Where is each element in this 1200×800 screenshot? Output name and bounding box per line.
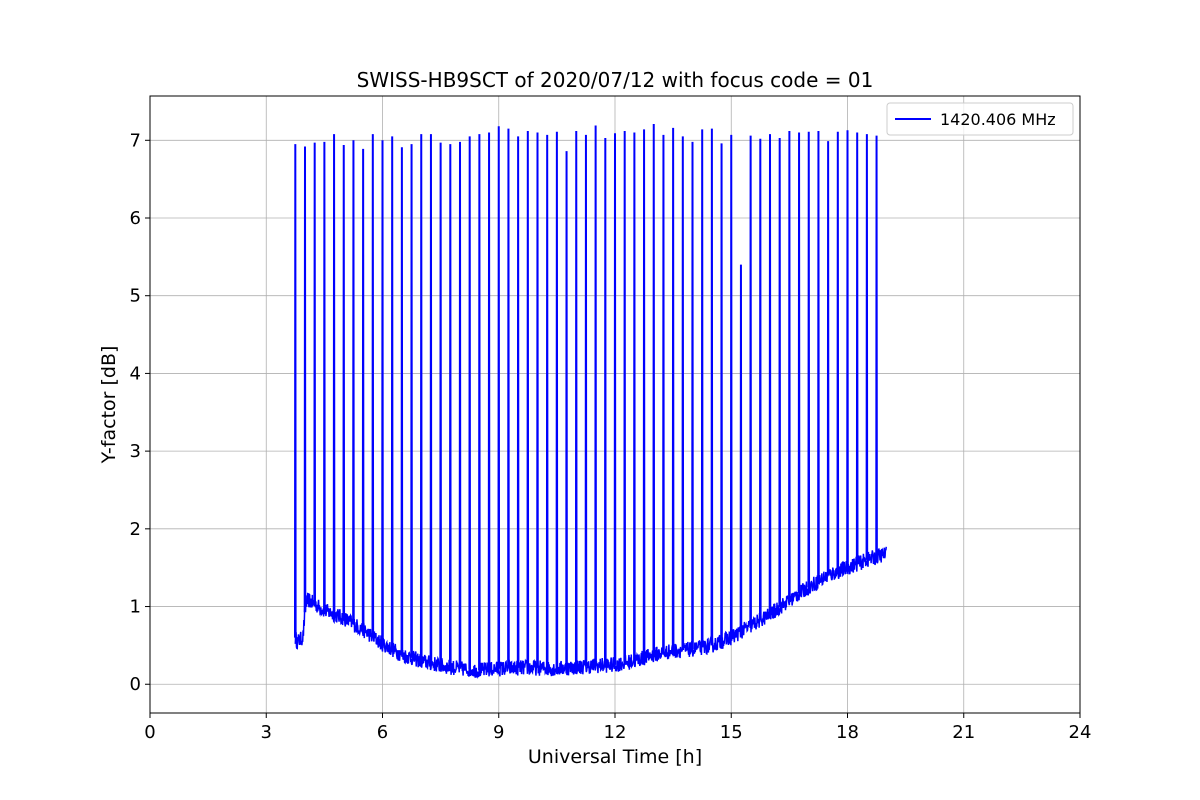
series-spike bbox=[439, 142, 442, 666]
y-tick-label: 5 bbox=[130, 286, 141, 307]
y-tick-label: 1 bbox=[130, 597, 141, 618]
legend-box bbox=[886, 102, 1074, 136]
series-spike bbox=[390, 136, 394, 650]
series-spike bbox=[468, 136, 471, 670]
series-spike bbox=[342, 144, 346, 619]
series-spike bbox=[739, 264, 743, 632]
series-spike bbox=[681, 136, 685, 651]
x-tick-label: 3 bbox=[261, 722, 272, 743]
series-spike bbox=[759, 138, 762, 621]
series-spike bbox=[671, 127, 675, 651]
series-spike bbox=[497, 126, 501, 669]
y-tick-label: 3 bbox=[130, 441, 141, 462]
series-spike bbox=[361, 148, 365, 630]
series-spike bbox=[458, 141, 462, 669]
series-spike bbox=[313, 142, 316, 605]
x-tick-label: 24 bbox=[1069, 722, 1092, 743]
x-tick-label: 18 bbox=[836, 722, 859, 743]
series-spike bbox=[536, 132, 539, 668]
series-spike bbox=[352, 140, 355, 625]
y-axis-label: Y-factor [dB] bbox=[98, 346, 120, 465]
series-spike bbox=[749, 135, 752, 626]
series-spike bbox=[662, 134, 665, 653]
series-spike bbox=[623, 130, 626, 663]
series-spike bbox=[768, 134, 772, 615]
series-spike bbox=[604, 137, 607, 666]
series-baseline-line bbox=[294, 546, 887, 679]
series-spike bbox=[332, 134, 336, 615]
series-spike bbox=[836, 131, 840, 572]
series-spike bbox=[400, 147, 404, 655]
series-spike bbox=[507, 128, 510, 669]
x-axis-label: Universal Time [h] bbox=[528, 746, 702, 768]
series-spike bbox=[574, 130, 578, 668]
series-spike bbox=[516, 136, 520, 668]
series-spike bbox=[303, 146, 307, 613]
series-spike bbox=[323, 141, 326, 611]
series-spike bbox=[449, 144, 452, 668]
x-tick-label: 12 bbox=[604, 722, 627, 743]
series-spike bbox=[691, 141, 694, 650]
series-spike bbox=[875, 135, 878, 557]
series-spike bbox=[720, 143, 723, 642]
series-spike bbox=[710, 128, 714, 646]
series-spike bbox=[565, 151, 568, 668]
series-spike bbox=[865, 134, 869, 560]
y-tick-label: 6 bbox=[130, 208, 141, 229]
series-spike bbox=[788, 130, 791, 601]
series-spike bbox=[652, 123, 656, 655]
x-tick-label: 9 bbox=[493, 722, 504, 743]
series-spike bbox=[613, 133, 617, 665]
x-tick-label: 6 bbox=[377, 722, 388, 743]
y-tick-label: 4 bbox=[130, 363, 141, 384]
series-spike bbox=[826, 141, 830, 576]
series-spike bbox=[410, 144, 413, 658]
series-spike bbox=[545, 134, 549, 669]
chart-title: SWISS-HB9SCT of 2020/07/12 with focus co… bbox=[357, 68, 874, 92]
y-tick-label: 0 bbox=[130, 674, 141, 695]
series-spike bbox=[371, 134, 375, 637]
series-spike bbox=[487, 132, 491, 670]
series-spike bbox=[642, 129, 646, 658]
legend-label: 1420.406 MHz bbox=[940, 110, 1056, 129]
series-spike bbox=[807, 131, 811, 588]
x-tick-label: 21 bbox=[952, 722, 975, 743]
series-spike bbox=[594, 125, 597, 666]
series-spike bbox=[729, 134, 733, 638]
series-spike bbox=[419, 134, 423, 661]
series-spike bbox=[817, 130, 820, 582]
series-spike bbox=[381, 140, 384, 644]
series-spike bbox=[555, 131, 559, 669]
series-spike bbox=[478, 134, 481, 671]
y-tick-label: 7 bbox=[130, 130, 141, 151]
y-tick-label: 2 bbox=[130, 519, 141, 540]
series-spike bbox=[429, 134, 433, 664]
series-spike bbox=[526, 130, 530, 668]
series-spike bbox=[700, 129, 704, 648]
x-tick-label: 0 bbox=[144, 722, 155, 743]
x-tick-label: 15 bbox=[720, 722, 743, 743]
series-spike bbox=[855, 132, 859, 564]
series-spike bbox=[797, 132, 801, 594]
plot-area bbox=[294, 123, 887, 679]
legend: 1420.406 MHz bbox=[886, 102, 1074, 136]
series-spike bbox=[778, 137, 781, 608]
series-spike bbox=[294, 144, 297, 638]
series-spike bbox=[584, 134, 588, 667]
series-spike bbox=[846, 130, 849, 568]
series-spike bbox=[633, 132, 636, 661]
